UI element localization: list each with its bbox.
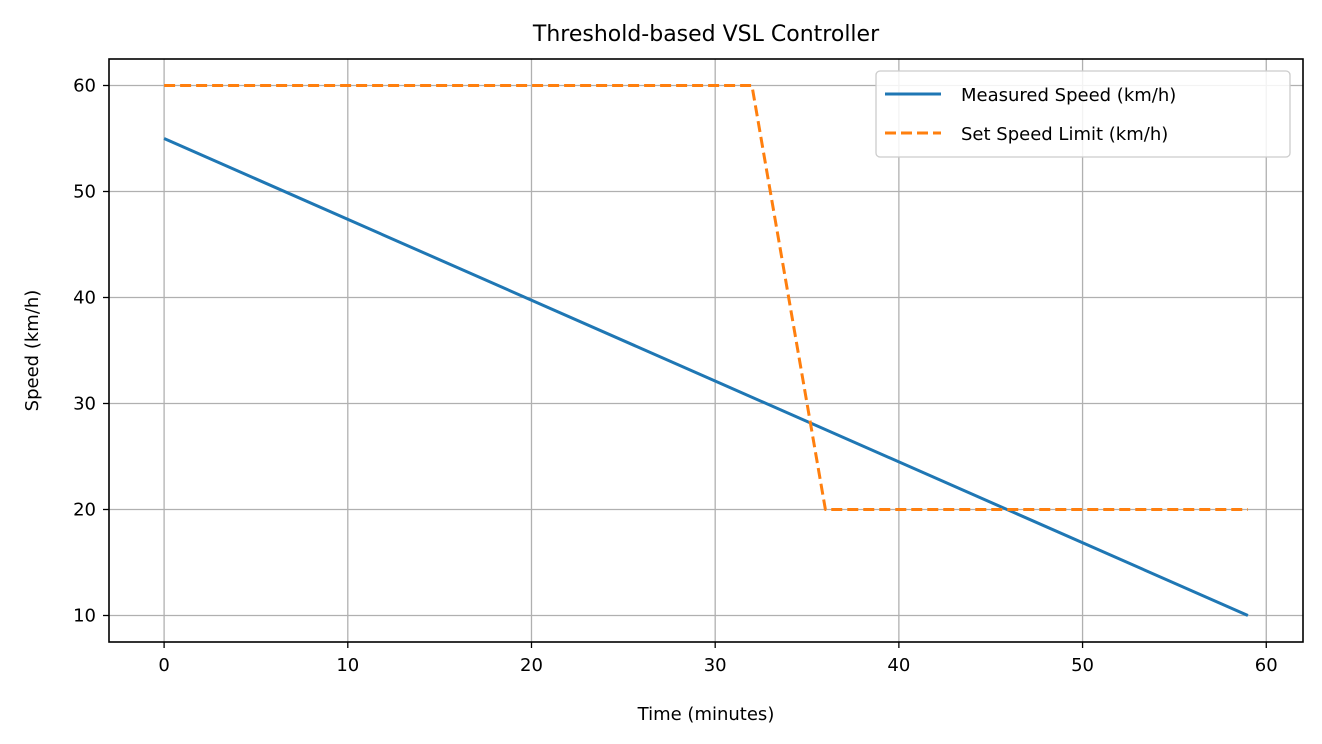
legend-label-2: Set Speed Limit (km/h) bbox=[961, 124, 1168, 145]
y-tick-label: 20 bbox=[73, 500, 96, 521]
x-tick-label: 20 bbox=[520, 655, 543, 676]
x-tick-label: 10 bbox=[336, 655, 359, 676]
series-group bbox=[163, 84, 1249, 617]
x-tick-label: 0 bbox=[158, 655, 169, 676]
x-tick-label: 30 bbox=[704, 655, 727, 676]
x-tick-label: 40 bbox=[887, 655, 910, 676]
x-tick-label: 60 bbox=[1255, 655, 1278, 676]
y-tick-label: 10 bbox=[73, 606, 96, 627]
legend-label-1: Measured Speed (km/h) bbox=[961, 85, 1176, 106]
y-tick-label: 40 bbox=[73, 288, 96, 309]
y-axis-label: Speed (km/h) bbox=[22, 290, 43, 412]
y-tick-label: 30 bbox=[73, 394, 96, 415]
y-tick-label: 60 bbox=[73, 76, 96, 97]
x-tick-label: 50 bbox=[1071, 655, 1094, 676]
plot-frame bbox=[108, 58, 1304, 643]
series-line-1 bbox=[163, 137, 1249, 617]
chart-title: Threshold-based VSL Controller bbox=[532, 22, 880, 47]
axis-ticks: 0 10 20 30 40 50 60 10 20 30 40 50 60 bbox=[73, 76, 1278, 677]
y-tick-label: 50 bbox=[73, 182, 96, 203]
legend-box bbox=[875, 70, 1291, 158]
x-axis-label: Time (minutes) bbox=[637, 704, 775, 725]
grid bbox=[109, 59, 1303, 642]
legend: Measured Speed (km/h) Set Speed Limit (km… bbox=[875, 70, 1291, 158]
series-line-2 bbox=[164, 84, 1248, 511]
